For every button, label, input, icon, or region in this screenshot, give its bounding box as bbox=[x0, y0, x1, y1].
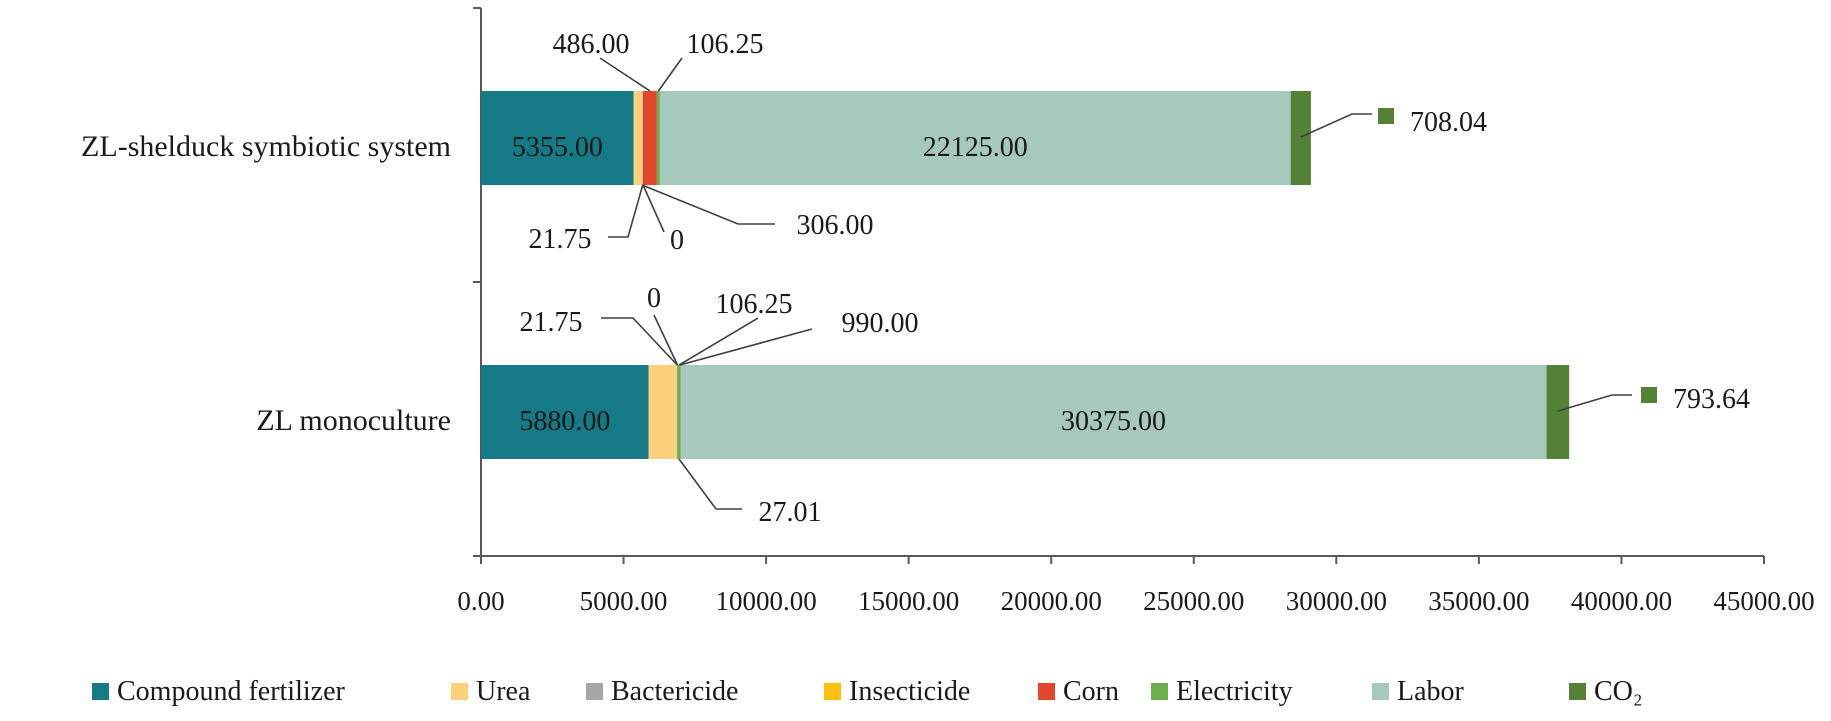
bar-segment-electricity bbox=[677, 365, 681, 459]
callout-label: 793.64 bbox=[1673, 384, 1750, 415]
callout-label: 106.25 bbox=[716, 289, 793, 320]
callout-leader bbox=[678, 317, 759, 366]
bar-segment-compound-fertilizer bbox=[481, 365, 649, 459]
callout-leader bbox=[1557, 394, 1632, 412]
bar-segment-bactericide bbox=[676, 365, 678, 459]
callout-leader bbox=[1300, 113, 1372, 138]
x-tick-label: 35000.00 bbox=[1428, 586, 1529, 616]
legend-label-bactericide: Bactericide bbox=[611, 676, 738, 707]
callout-marker bbox=[1641, 387, 1657, 403]
callout-label: 990.00 bbox=[842, 308, 919, 339]
bar-segment-urea bbox=[648, 365, 677, 459]
callout-label: 0 bbox=[647, 283, 661, 314]
callout-leader bbox=[642, 184, 665, 233]
x-tick-label: 30000.00 bbox=[1286, 586, 1387, 616]
category-label: ZL monoculture bbox=[256, 404, 451, 437]
bar-segment-co bbox=[1546, 365, 1570, 459]
x-tick-label: 15000.00 bbox=[858, 586, 959, 616]
callout-leader bbox=[657, 57, 683, 92]
bar-segment-co bbox=[1290, 91, 1311, 185]
legend-label-electricity: Electricity bbox=[1176, 676, 1293, 707]
legend-label-compound-fertilizer: Compound fertilizer bbox=[117, 676, 346, 707]
x-tick-label: 45000.00 bbox=[1713, 586, 1814, 616]
callout-label: 21.75 bbox=[529, 224, 592, 255]
legend-swatch-urea bbox=[451, 683, 468, 700]
bar-segment-bactericide bbox=[642, 91, 644, 185]
callout-label: 106.25 bbox=[687, 29, 764, 60]
bar-segment-electricity bbox=[656, 91, 660, 185]
x-tick-label: 5000.00 bbox=[580, 586, 668, 616]
callout-leader bbox=[653, 314, 679, 366]
category-labels: ZL-shelduck symbiotic system ZL monocultu… bbox=[81, 130, 451, 437]
callout-leader bbox=[599, 57, 651, 92]
legend-label-labor: Labor bbox=[1397, 676, 1465, 707]
bar-value-label: 5880.00 bbox=[519, 406, 610, 437]
callout-label: 708.04 bbox=[1410, 107, 1487, 138]
legend-label-corn: Corn bbox=[1063, 676, 1119, 707]
callout-label: 0 bbox=[670, 225, 684, 256]
legend-swatch-co bbox=[1569, 683, 1586, 700]
bar-value-label: 22125.00 bbox=[923, 132, 1028, 163]
callout-marker bbox=[1378, 108, 1394, 124]
legend-swatch-insecticide bbox=[824, 683, 841, 700]
bars: 5355.00 5880.00 22125.00 30375.00 bbox=[481, 91, 1570, 459]
legend-swatch-labor bbox=[1372, 683, 1389, 700]
x-tick-label: 10000.00 bbox=[715, 586, 816, 616]
legend-label-co: CO₂ bbox=[1594, 676, 1643, 707]
legend: Compound fertilizer Urea Bactericide Insect… bbox=[92, 676, 1643, 707]
bar-segment-labor bbox=[659, 91, 1291, 185]
axes bbox=[473, 7, 1764, 557]
callout-label: 27.01 bbox=[759, 497, 822, 528]
legend-swatch-corn bbox=[1038, 683, 1055, 700]
callout-leader bbox=[678, 458, 742, 510]
legend-swatch-bactericide bbox=[586, 683, 603, 700]
callout-leader bbox=[601, 317, 678, 366]
bar-value-label: 30375.00 bbox=[1061, 406, 1166, 437]
bar-segment-corn bbox=[643, 91, 657, 185]
callout-label: 306.00 bbox=[797, 210, 874, 241]
x-tick-label: 20000.00 bbox=[1001, 586, 1102, 616]
category-label: ZL-shelduck symbiotic system bbox=[81, 130, 451, 163]
callout-leader bbox=[679, 328, 813, 366]
legend-label-urea: Urea bbox=[476, 676, 531, 707]
callout-label: 21.75 bbox=[520, 307, 583, 338]
legend-swatch-electricity bbox=[1151, 683, 1168, 700]
legend-swatch-compound-fertilizer bbox=[92, 683, 109, 700]
x-tick-label: 25000.00 bbox=[1143, 586, 1244, 616]
callout-leader bbox=[641, 184, 775, 225]
x-axis-ticks: 0.00 5000.00 10000.00 15000.00 20000.00 25000… bbox=[457, 556, 1815, 616]
x-tick-label: 40000.00 bbox=[1571, 586, 1672, 616]
bar-segment-urea bbox=[633, 91, 643, 185]
legend-label-insecticide: Insecticide bbox=[849, 676, 970, 707]
bar-value-label: 5355.00 bbox=[512, 132, 603, 163]
bar-segment-labor bbox=[680, 365, 1547, 459]
callout-leader bbox=[608, 184, 644, 238]
bar-segment-compound-fertilizer bbox=[481, 91, 634, 185]
callouts: 486.00 106.25 21.75 0 306.00 708.04 21.75 0 106.… bbox=[520, 29, 1751, 528]
x-tick-label: 0.00 bbox=[457, 586, 504, 616]
callout-label: 486.00 bbox=[553, 29, 630, 60]
